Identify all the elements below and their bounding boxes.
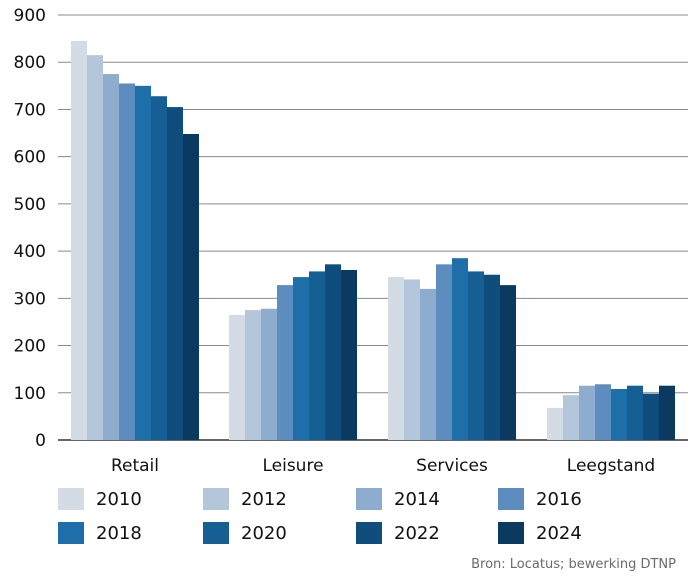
bars [71,40,675,441]
legend-swatch [356,522,382,544]
y-tick-label: 700 [14,100,46,120]
y-tick-label: 800 [14,53,46,73]
bar [627,385,643,440]
legend-item: 2022 [356,522,440,544]
bar [388,277,404,440]
bar [500,285,516,440]
legend-label: 2014 [394,488,440,510]
legend-item: 2018 [58,522,142,544]
y-tick-label: 900 [14,6,46,26]
bar [119,83,135,440]
bar-chart: 0 100 200 300 400 500 600 700 800 900 Retail Leisu… [14,6,688,476]
bar [595,384,611,440]
legend: 2010 2012 2014 2016 2018 2020 2022 2024 [58,488,658,558]
bar [245,310,261,440]
bar [341,270,357,440]
legend-label: 2024 [536,522,582,544]
bar [167,107,183,440]
bar [103,74,119,441]
category-label: Leisure [262,456,323,476]
bar [547,407,563,440]
legend-item: 2012 [203,488,287,510]
bar [643,393,659,440]
legend-label: 2012 [241,488,287,510]
source-note: Bron: Locatus; bewerking DTNP [471,557,676,572]
category-label: Services [416,456,488,476]
legend-label: 2022 [394,522,440,544]
legend-item: 2016 [498,488,582,510]
bar [579,385,595,440]
y-tick-label: 300 [14,289,46,309]
bar [183,134,199,440]
bar [484,274,500,440]
legend-swatch [498,488,524,510]
y-tick-label: 400 [14,242,46,262]
bar [611,389,627,440]
bar [277,285,293,440]
bar [420,288,436,440]
legend-item: 2014 [356,488,440,510]
legend-swatch [356,488,382,510]
bar [325,264,341,440]
legend-label: 2020 [241,522,287,544]
bar [452,258,468,440]
legend-label: 2010 [96,488,142,510]
bar [468,271,484,440]
category-label: Retail [111,456,159,476]
legend-item: 2024 [498,522,582,544]
y-tick-label: 500 [14,195,46,215]
legend-label: 2018 [96,522,142,544]
category-label: Leegstand [567,456,655,476]
bar [309,271,325,440]
legend-swatch [498,522,524,544]
bar [151,96,167,440]
y-tick-label: 0 [35,431,46,451]
bar [563,395,579,440]
bar [293,277,309,440]
y-tick-label: 100 [14,384,46,404]
bar [135,85,151,440]
bar [229,314,245,440]
category-labels: Retail Leisure Services Leegstand [111,456,655,476]
y-tick-label: 600 [14,148,46,168]
legend-item: 2020 [203,522,287,544]
legend-swatch [58,522,84,544]
legend-item: 2010 [58,488,142,510]
bar [436,264,452,440]
bar [71,40,87,440]
y-axis-ticks: 0 100 200 300 400 500 600 700 800 900 [14,6,46,451]
bar [87,55,103,441]
bar [404,279,420,440]
legend-swatch [58,488,84,510]
legend-swatch [203,522,229,544]
legend-swatch [203,488,229,510]
legend-label: 2016 [536,488,582,510]
bar [659,385,675,440]
bar [261,308,277,440]
y-tick-label: 200 [14,337,46,357]
